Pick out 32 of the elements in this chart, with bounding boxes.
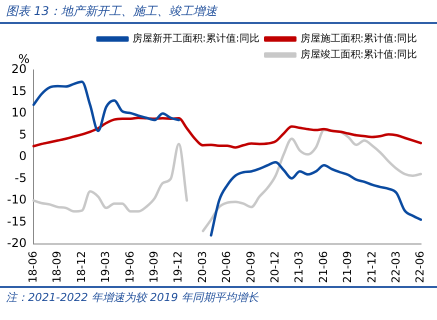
x-tick-label: 19-12 [172, 251, 185, 284]
y-tick-label: 10 [11, 106, 27, 120]
x-tick-label: 20-06 [220, 251, 234, 284]
x-tick-label: 20-09 [244, 251, 258, 284]
x-tick-label: 19-06 [123, 251, 136, 284]
y-tick-label: 20 [11, 62, 27, 76]
y-tick-label: -15 [6, 214, 27, 228]
x-tick-label: 18-09 [50, 251, 64, 284]
x-tick-label: 22-06 [414, 251, 427, 284]
legend-label: 房屋竣工面积:累计值:同比 [300, 48, 418, 61]
line-series [32, 116, 422, 149]
legend-label: 房屋施工面积:累计值:同比 [300, 32, 418, 45]
x-tick-label: 21-09 [341, 251, 354, 284]
x-tick-label: 20-12 [268, 251, 282, 284]
x-tick-label: 20-03 [196, 251, 209, 284]
y-tick-label: 15 [11, 84, 27, 98]
text: 注：2021-2022 年增速为较 2019 年同期平均增长 [6, 290, 260, 305]
x-tick-label: 19-09 [147, 251, 160, 284]
y-tick-label: -10 [6, 192, 27, 207]
y-tick-label: -20 [6, 236, 27, 250]
x-tick-label: 21-03 [292, 251, 306, 284]
y-tick-label: -5 [14, 170, 27, 185]
y-tick-label: 0 [18, 149, 27, 164]
x-tick-label: 18-12 [74, 251, 88, 284]
x-tick-label: 18-06 [26, 251, 40, 284]
y-tick-label: 5 [18, 127, 27, 142]
x-tick-label: 21-06 [316, 251, 330, 284]
x-tick-label: 19-03 [99, 251, 112, 284]
chart-title: 图表 13：地产新开工、施工、竣工增速 [0, 0, 437, 24]
x-tick-label: 22-03 [389, 251, 402, 284]
legend-label: 房屋新开工面积:累计值:同比 [132, 32, 260, 45]
x-tick-label: 21-12 [365, 251, 378, 284]
